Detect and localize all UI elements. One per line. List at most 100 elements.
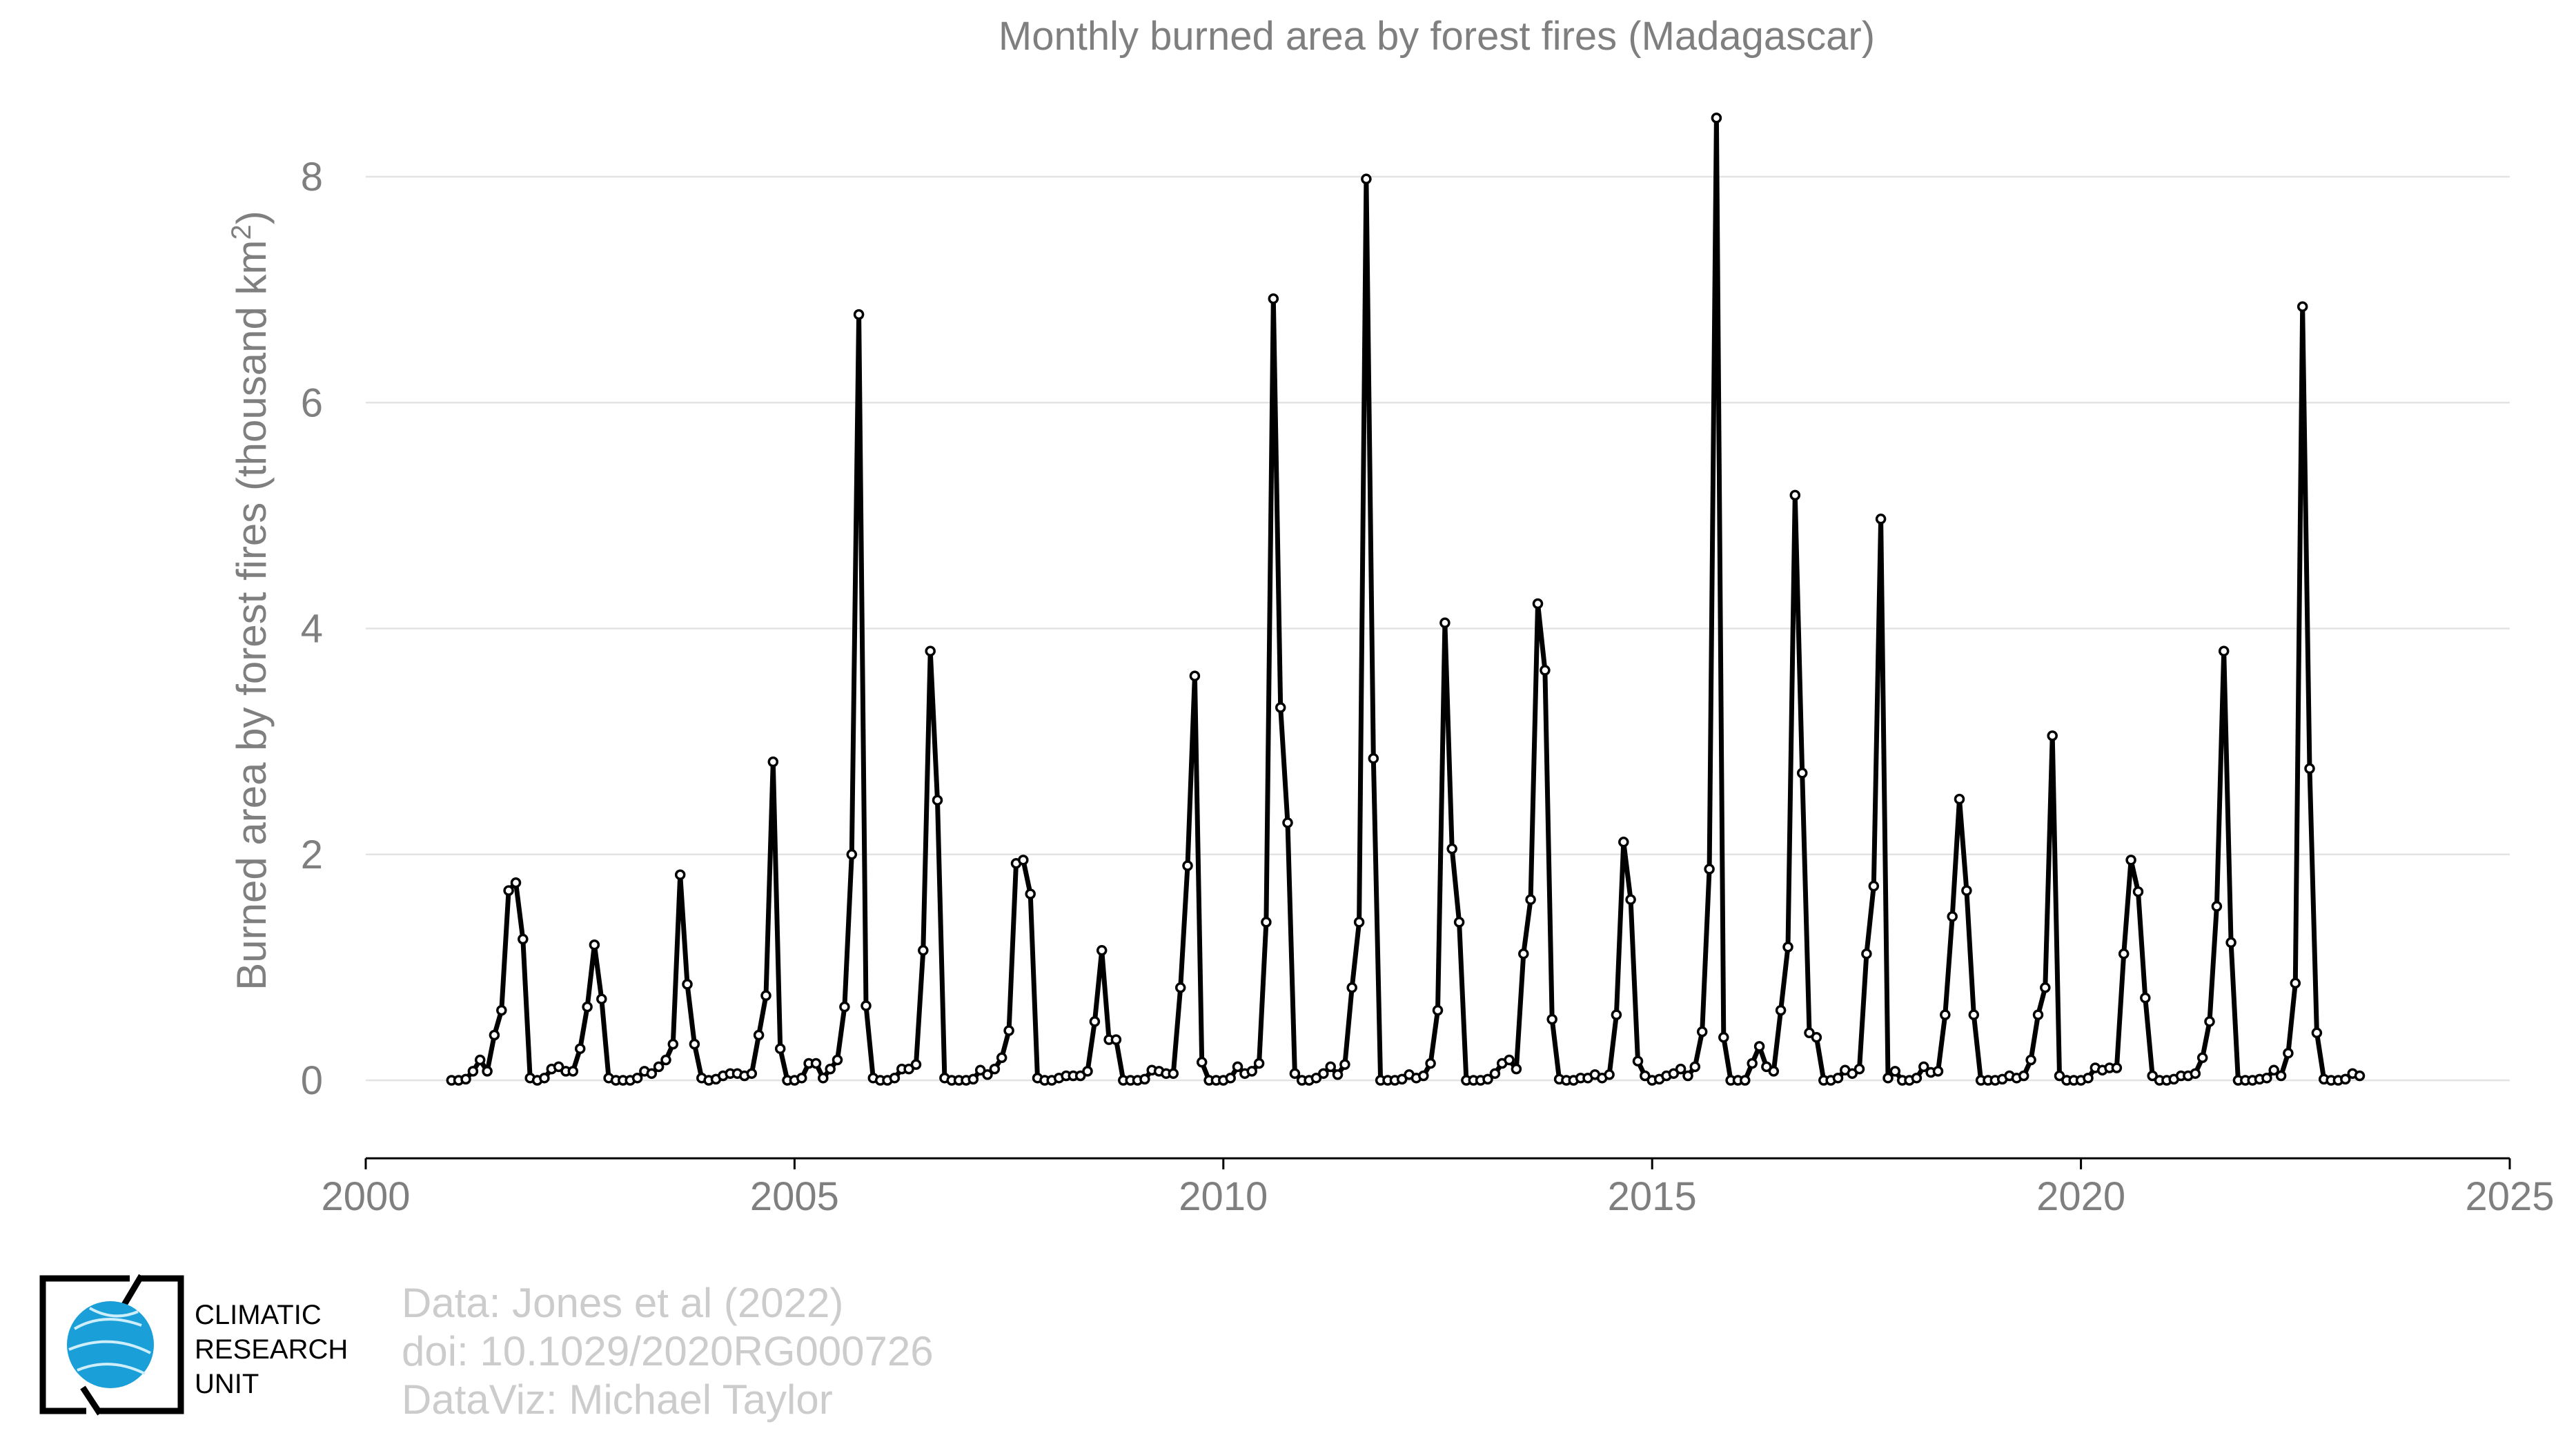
y-tick-label: 4 (301, 607, 323, 652)
chart-title: Monthly burned area by forest fires (Mad… (999, 14, 1875, 59)
data-point (460, 1073, 471, 1085)
data-point (631, 1072, 643, 1084)
data-point (1889, 1066, 1901, 1077)
y-axis-label-sup: 2 (226, 224, 257, 240)
data-point (861, 1000, 872, 1011)
data-point (1882, 1072, 1894, 1084)
data-point (839, 1001, 850, 1013)
data-point (1932, 1066, 1944, 1077)
data-point (989, 1063, 1001, 1075)
data-point (2261, 1072, 2272, 1084)
y-tick-label: 2 (301, 832, 323, 877)
data-point (2340, 1073, 2351, 1085)
data-point (1789, 489, 1801, 501)
data-point (1232, 1061, 1243, 1073)
data-point (982, 1069, 993, 1080)
data-point (1540, 665, 1551, 676)
data-point (1368, 752, 1379, 764)
data-point (2054, 1070, 2065, 1082)
data-point (1174, 982, 1186, 993)
data-point (489, 1029, 500, 1041)
data-point (918, 945, 929, 956)
data-point (1675, 1063, 1687, 1075)
data-point (1246, 1066, 1257, 1077)
data-point (1353, 917, 1365, 928)
y-tick-label: 6 (301, 380, 323, 425)
series-line (451, 115, 2361, 1083)
data-point (1139, 1073, 1150, 1085)
y-axis-label-main: Burned area by forest fires (thousand km (228, 240, 275, 991)
data-point (846, 849, 858, 860)
data-point (1632, 1055, 1644, 1067)
data-point (1110, 1034, 1122, 1045)
data-point (1740, 1075, 1751, 1086)
series-points (446, 113, 2366, 1086)
data-point (2132, 886, 2144, 897)
data-point (925, 645, 936, 656)
y-axis-label: Burned area by forest fires (thousand km… (226, 211, 275, 990)
data-point (1168, 1068, 1179, 1079)
data-point (2290, 977, 2301, 989)
data-point (1768, 1066, 1780, 1077)
data-point (825, 1063, 836, 1075)
data-point (2218, 645, 2230, 656)
data-point (810, 1058, 822, 1069)
data-point (1546, 1013, 1557, 1025)
data-point (567, 1066, 579, 1077)
data-point (1482, 1073, 1493, 1085)
data-point (1811, 1032, 1822, 1043)
x-tick-label: 2010 (1179, 1174, 1268, 1219)
data-point (689, 1038, 700, 1050)
data-point (1225, 1072, 1236, 1084)
y-tick-label: 8 (301, 155, 323, 199)
x-tick-label: 2025 (2465, 1174, 2554, 1219)
logo-text-line3: UNIT (195, 1369, 259, 1399)
data-point (853, 309, 865, 320)
cru-logo: CLIMATIC RESEARCH UNIT (39, 1274, 348, 1416)
data-point (2283, 1047, 2294, 1059)
data-point (1446, 843, 1457, 855)
logo-bracket-right (100, 1275, 184, 1414)
data-point (1854, 1063, 1865, 1075)
data-point (832, 1054, 843, 1066)
credit-doi: doi: 10.1029/2020RG000726 (402, 1328, 934, 1374)
y-tick-label: 0 (301, 1058, 323, 1103)
data-point (1640, 1070, 1651, 1082)
data-point (2040, 982, 2051, 993)
data-point (1804, 1027, 1815, 1039)
data-point (1518, 948, 1529, 960)
data-point (1396, 1073, 1408, 1085)
data-point (510, 877, 522, 888)
data-point (467, 1066, 479, 1077)
data-point (1682, 1070, 1693, 1082)
data-point (2111, 1062, 2123, 1073)
data-point (496, 1004, 507, 1016)
data-point (2190, 1068, 2201, 1079)
data-point (967, 1073, 979, 1085)
data-point (2147, 1070, 2158, 1082)
data-point (2118, 948, 2130, 960)
data-point (1961, 885, 1972, 896)
credit-data-source: Data: Jones et al (2022) (402, 1280, 843, 1326)
data-point (1282, 817, 1293, 828)
data-point (1325, 1061, 1336, 1073)
data-point (1018, 855, 1029, 866)
data-point (1418, 1070, 1429, 1082)
data-point (1275, 702, 1286, 713)
data-point (818, 1072, 829, 1084)
data-point (1668, 1068, 1680, 1079)
data-point (1704, 864, 1715, 875)
data-point (1074, 1070, 1086, 1082)
data-point (2047, 730, 2058, 741)
x-tick-label: 2020 (2036, 1174, 2125, 1219)
data-point (2211, 901, 2223, 912)
data-point (503, 885, 514, 896)
data-point (1775, 1004, 1787, 1016)
data-point (1847, 1068, 1858, 1079)
data-point (760, 990, 771, 1002)
data-point (1261, 917, 1272, 928)
data-point (1689, 1061, 1701, 1073)
data-point (1868, 880, 1880, 892)
data-point (2140, 992, 2151, 1004)
data-point (482, 1066, 493, 1077)
